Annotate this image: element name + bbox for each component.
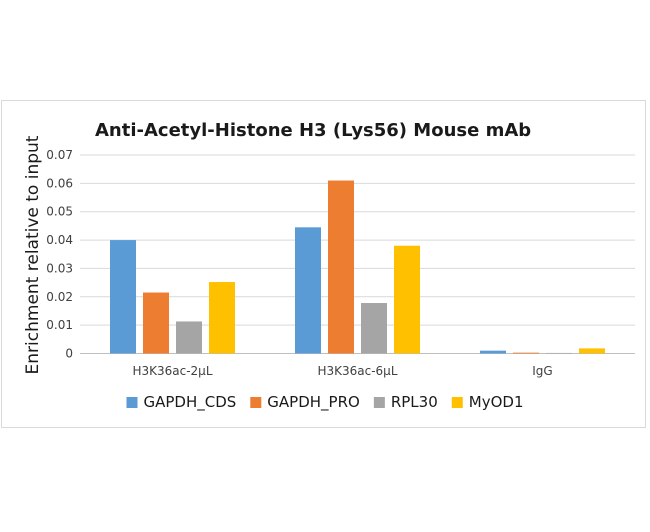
legend: GAPDH_CDS GAPDH_PRO RPL30 MyOD1	[126, 393, 524, 412]
bar-myod1-1	[394, 245, 420, 354]
legend-item: RPL30	[373, 393, 438, 411]
legend-label: MyOD1	[469, 393, 524, 411]
x-tick-label: H3K36ac-2μL	[132, 364, 212, 378]
bar-gapdh-pro-2	[513, 352, 539, 354]
legend-swatch	[451, 397, 463, 408]
y-tick-label: 0.07	[46, 148, 73, 162]
bar-gapdh-cds-2	[480, 350, 506, 354]
bar-rpl30-0	[176, 321, 202, 354]
bar-gapdh-cds-0	[110, 240, 136, 354]
legend-label: GAPDH_CDS	[143, 393, 236, 412]
y-axis-label: Enrichment relative to input	[23, 135, 43, 374]
legend-swatch	[126, 397, 138, 408]
bar-myod1-2	[579, 348, 605, 354]
legend-item: MyOD1	[451, 393, 524, 411]
y-tick-label: 0.04	[46, 233, 73, 247]
bars	[110, 180, 605, 354]
y-tick-label: 0.02	[46, 290, 73, 304]
legend-swatch	[250, 397, 262, 408]
chart-title: Anti-Acetyl-Histone H3 (Lys56) Mouse mAb	[95, 120, 531, 141]
y-tick-label: 0.06	[46, 176, 73, 190]
y-tick-label: 0.03	[46, 261, 73, 275]
gridlines	[80, 154, 635, 354]
bar-gapdh-cds-1	[295, 227, 321, 354]
legend-item: GAPDH_PRO	[250, 393, 360, 412]
legend-swatch	[373, 397, 385, 408]
y-tick-labels: 0 0.01 0.02 0.03 0.04 0.05 0.06 0.07	[46, 148, 73, 361]
x-tick-label: IgG	[532, 364, 552, 378]
bar-gapdh-pro-0	[143, 292, 169, 354]
x-tick-labels: H3K36ac-2μL H3K36ac-6μL IgG	[132, 364, 552, 378]
bar-rpl30-1	[361, 303, 387, 354]
bar-rpl30-2	[546, 352, 572, 354]
y-tick-label: 0.05	[46, 205, 73, 219]
y-tick-label: 0	[65, 347, 73, 361]
legend-label: RPL30	[391, 393, 438, 411]
bar-myod1-0	[209, 282, 235, 354]
x-tick-label: H3K36ac-6μL	[317, 364, 397, 378]
legend-label: GAPDH_PRO	[267, 393, 360, 412]
y-tick-label: 0.01	[46, 318, 73, 332]
legend-item: GAPDH_CDS	[126, 393, 236, 412]
bar-gapdh-pro-1	[328, 180, 354, 354]
